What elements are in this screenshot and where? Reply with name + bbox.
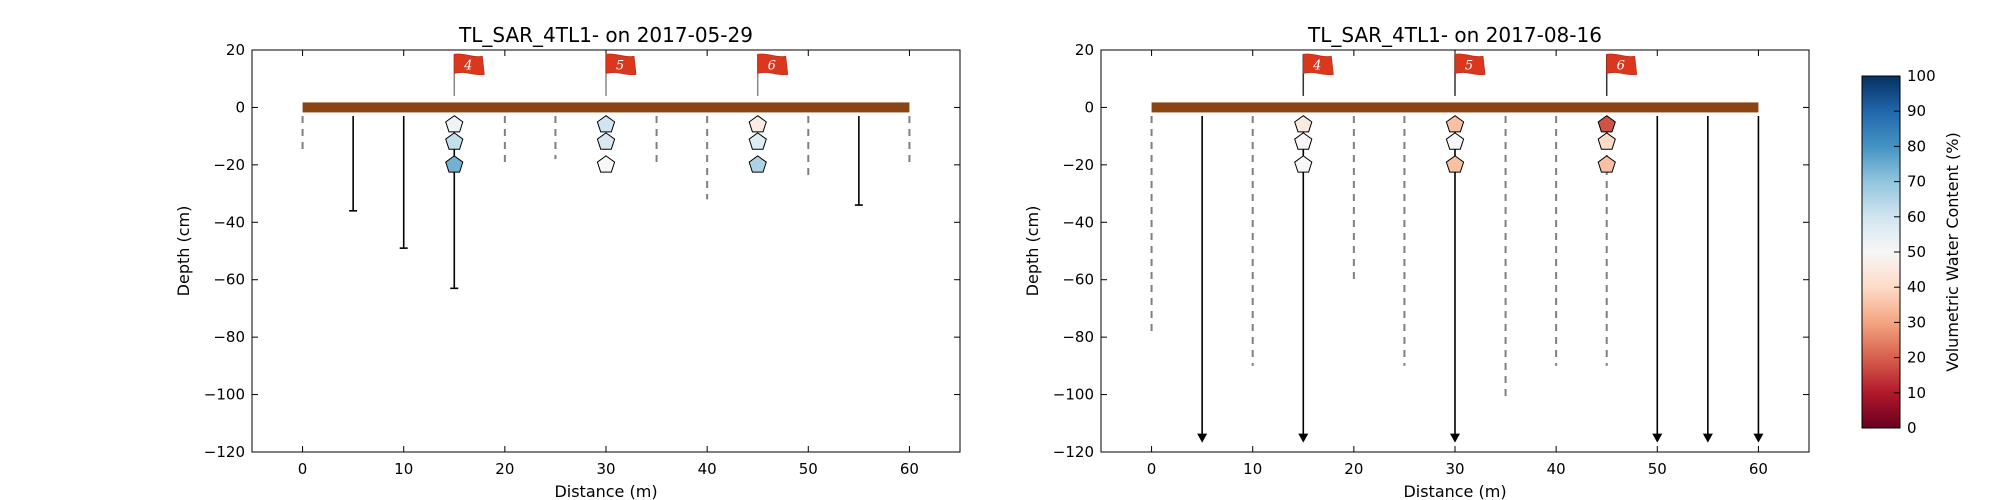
y-tick-label: −80: [1062, 328, 1094, 346]
ground-surface-bar: [1151, 102, 1759, 113]
x-tick-label: 10: [1243, 460, 1262, 478]
probe-arrowhead: [1753, 433, 1764, 443]
x-tick-label: 40: [1547, 460, 1566, 478]
moisture-point-marker: [1294, 132, 1313, 150]
moisture-point-marker: [596, 155, 616, 173]
flag-label: 4: [463, 58, 472, 73]
x-tick-label: 20: [1344, 460, 1363, 478]
colorbar-tick-label: 70: [1907, 173, 1926, 191]
colorbar-tick-label: 60: [1907, 208, 1926, 226]
chart-panel-right: TL_SAR_4TL1- on 2017-08-16 Distance (m) De…: [1023, 23, 1810, 500]
probe-arrowhead: [1197, 433, 1208, 443]
x-tick-label: 0: [1147, 460, 1157, 478]
y-tick-label: −20: [1062, 156, 1094, 174]
x-axis-label: Distance (m): [1403, 482, 1506, 500]
x-tick-label: 40: [698, 460, 717, 478]
colorbar-gradient: [1861, 75, 1901, 429]
flag-icon: [757, 53, 789, 76]
x-axis-label: Distance (m): [554, 482, 657, 500]
flag-label: 5: [1465, 58, 1473, 73]
y-tick-label: 0: [1084, 98, 1094, 116]
colorbar: 0 10 20 30 40 50 60 70 80 90 100 Volumetric Water C…: [1861, 67, 1962, 437]
x-tick-label: 50: [799, 460, 818, 478]
colorbar-tick-label: 40: [1907, 278, 1926, 296]
ground-surface-bar: [302, 102, 910, 113]
x-tick-label: 30: [1445, 460, 1464, 478]
probe-arrowhead: [1702, 433, 1713, 443]
moisture-point-marker: [596, 115, 616, 133]
y-tick-label: 20: [1075, 41, 1094, 59]
moisture-point-marker: [596, 132, 616, 150]
y-tick-label: −60: [213, 271, 245, 289]
chart-title: TL_SAR_4TL1- on 2017-08-16: [1307, 23, 1602, 47]
colorbar-tick-label: 30: [1907, 313, 1926, 331]
moisture-point-marker: [1294, 115, 1313, 133]
x-tick-label: 20: [495, 460, 514, 478]
probe-arrowhead: [1298, 433, 1309, 443]
y-tick-label: −100: [1053, 386, 1094, 404]
x-tick-label: 30: [596, 460, 615, 478]
probe-arrowhead: [1652, 433, 1663, 443]
y-axis-label: Depth (cm): [1023, 206, 1042, 297]
moisture-point-marker: [1445, 115, 1465, 133]
y-tick-label: −80: [213, 328, 245, 346]
chart-panel-left: TL_SAR_4TL1- on 2017-05-29 Distance (m) De…: [174, 23, 961, 500]
moisture-point-marker: [445, 155, 464, 173]
chart-title: TL_SAR_4TL1- on 2017-05-29: [458, 23, 753, 47]
flag-icon: [1606, 53, 1638, 76]
flag-icon: [453, 53, 485, 76]
x-tick-label: 50: [1648, 460, 1667, 478]
y-axis-label: Depth (cm): [174, 206, 193, 297]
flag-label: 6: [768, 58, 776, 73]
y-tick-label: −40: [213, 213, 245, 231]
y-tick-label: −20: [213, 156, 245, 174]
colorbar-tick-label: 20: [1907, 349, 1926, 367]
moisture-point-marker: [1445, 155, 1465, 173]
moisture-point-marker: [445, 115, 464, 133]
x-tick-label: 10: [394, 460, 413, 478]
colorbar-tick-label: 100: [1907, 67, 1936, 85]
y-tick-label: 0: [235, 98, 245, 116]
colorbar-tick-label: 0: [1907, 419, 1917, 437]
colorbar-tick-label: 50: [1907, 243, 1926, 261]
flag-label: 6: [1617, 58, 1625, 73]
colorbar-label: Volumetric Water Content (%): [1943, 132, 1962, 371]
flag-icon: [605, 53, 637, 76]
flag-label: 4: [1312, 58, 1321, 73]
y-tick-label: −60: [1062, 271, 1094, 289]
flag-label: 5: [616, 58, 624, 73]
colorbar-tick-label: 10: [1907, 384, 1926, 402]
y-tick-label: −120: [1053, 443, 1094, 461]
colorbar-tick-label: 90: [1907, 102, 1926, 120]
moisture-point-marker: [1597, 132, 1616, 150]
moisture-point-marker: [1445, 132, 1465, 150]
x-tick-label: 0: [298, 460, 308, 478]
moisture-point-marker: [748, 115, 767, 133]
y-tick-label: −40: [1062, 213, 1094, 231]
moisture-point-marker: [748, 132, 767, 150]
x-tick-label: 60: [1749, 460, 1768, 478]
flag-icon: [1454, 53, 1486, 76]
y-tick-label: −100: [204, 386, 245, 404]
y-tick-label: −120: [204, 443, 245, 461]
moisture-point-marker: [445, 132, 464, 150]
moisture-point-marker: [1597, 115, 1616, 133]
flag-icon: [1302, 53, 1334, 76]
probe-arrowhead: [1450, 433, 1460, 443]
x-tick-label: 60: [900, 460, 919, 478]
moisture-point-marker: [748, 155, 767, 173]
moisture-point-marker: [1294, 155, 1313, 173]
y-tick-label: 20: [226, 41, 245, 59]
moisture-point-marker: [1597, 155, 1616, 173]
colorbar-tick-label: 80: [1907, 137, 1926, 155]
